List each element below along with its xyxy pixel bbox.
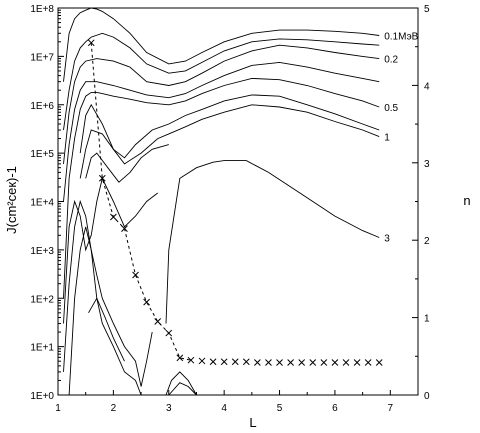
y-tick-label: 1E+5 xyxy=(30,149,54,160)
n-point-marker xyxy=(132,271,139,279)
x-tick-label: 6 xyxy=(332,403,338,414)
n-point-marker xyxy=(254,359,261,366)
n-point-marker xyxy=(287,359,294,366)
y2-tick-label: 1 xyxy=(424,314,430,325)
flux-curve xyxy=(63,44,380,164)
flux-curve xyxy=(85,144,169,183)
y-tick-label: 1E+2 xyxy=(30,294,54,305)
n-point-marker xyxy=(176,354,184,362)
plot-frame xyxy=(57,7,419,396)
n-point-marker xyxy=(331,359,339,366)
flux-curve xyxy=(68,226,153,396)
y-tick-label: 1E+6 xyxy=(30,101,54,112)
n-point-marker xyxy=(242,358,250,366)
n-point-marker xyxy=(353,359,361,366)
flux-curve xyxy=(165,160,380,324)
y-tick-label: 1E+8 xyxy=(30,4,54,15)
y2-tick-label: 0 xyxy=(424,391,430,402)
n-point-marker xyxy=(364,359,372,366)
n-point-marker xyxy=(165,329,173,337)
flux-curve xyxy=(168,382,197,396)
curve-label: 0.2 xyxy=(384,55,398,66)
flux-curve xyxy=(63,7,380,82)
n-point-marker xyxy=(298,359,306,366)
n-point-marker xyxy=(276,359,283,366)
y2-tick-label: 2 xyxy=(424,236,430,247)
n-point-marker xyxy=(121,225,128,232)
flux-curve xyxy=(88,297,125,362)
flux-curve xyxy=(165,371,197,396)
flux-curve xyxy=(63,177,158,324)
n-point-marker xyxy=(320,359,328,366)
n-point-marker xyxy=(154,318,162,325)
x-axis-title: L xyxy=(249,415,256,430)
n-point-marker xyxy=(198,357,206,365)
y-tick-label: 1E+7 xyxy=(30,52,54,63)
y-tick-label: 1E+1 xyxy=(30,343,54,354)
curve-label: 3 xyxy=(384,234,390,245)
y2-tick-label: 3 xyxy=(424,159,430,170)
curve-label: 0.1МэВ xyxy=(384,32,418,43)
x-tick-label: 5 xyxy=(277,403,283,414)
flux-curve xyxy=(63,61,380,202)
y-axis-title: J(cm²ceк)-1 xyxy=(4,166,19,234)
flux-curve xyxy=(79,104,380,179)
n-point-marker xyxy=(209,358,217,366)
x-tick-label: 7 xyxy=(388,403,394,414)
y2-tick-label: 5 xyxy=(424,4,430,15)
x-tick-label: 1 xyxy=(55,403,61,414)
flux-curve xyxy=(63,32,380,131)
curve-label: 1 xyxy=(384,133,390,144)
x-tick-label: 2 xyxy=(111,403,117,414)
y2-tick-label: 4 xyxy=(424,81,430,92)
n-point-marker xyxy=(187,356,195,364)
n-point-marker xyxy=(342,359,350,366)
flux-curve xyxy=(63,199,142,396)
flux-curve xyxy=(79,94,380,159)
curve-label: 0.5 xyxy=(384,103,398,114)
y2-axis-title: n xyxy=(463,193,470,208)
n-point-marker xyxy=(375,359,383,366)
n-point-marker xyxy=(231,358,239,366)
y-tick-label: 1E+4 xyxy=(30,198,54,209)
flux-curve xyxy=(63,77,380,299)
n-dashed-line xyxy=(90,42,192,361)
n-point-marker xyxy=(110,213,117,221)
x-tick-label: 3 xyxy=(166,403,172,414)
n-point-marker xyxy=(87,39,95,47)
y-tick-label: 1E+0 xyxy=(30,391,54,402)
n-point-marker xyxy=(220,358,228,366)
n-point-marker xyxy=(143,298,150,306)
n-point-marker xyxy=(98,174,106,182)
n-point-marker xyxy=(309,359,317,366)
n-point-marker xyxy=(265,359,272,366)
y-tick-label: 1E+3 xyxy=(30,246,54,257)
x-tick-label: 4 xyxy=(221,403,227,414)
